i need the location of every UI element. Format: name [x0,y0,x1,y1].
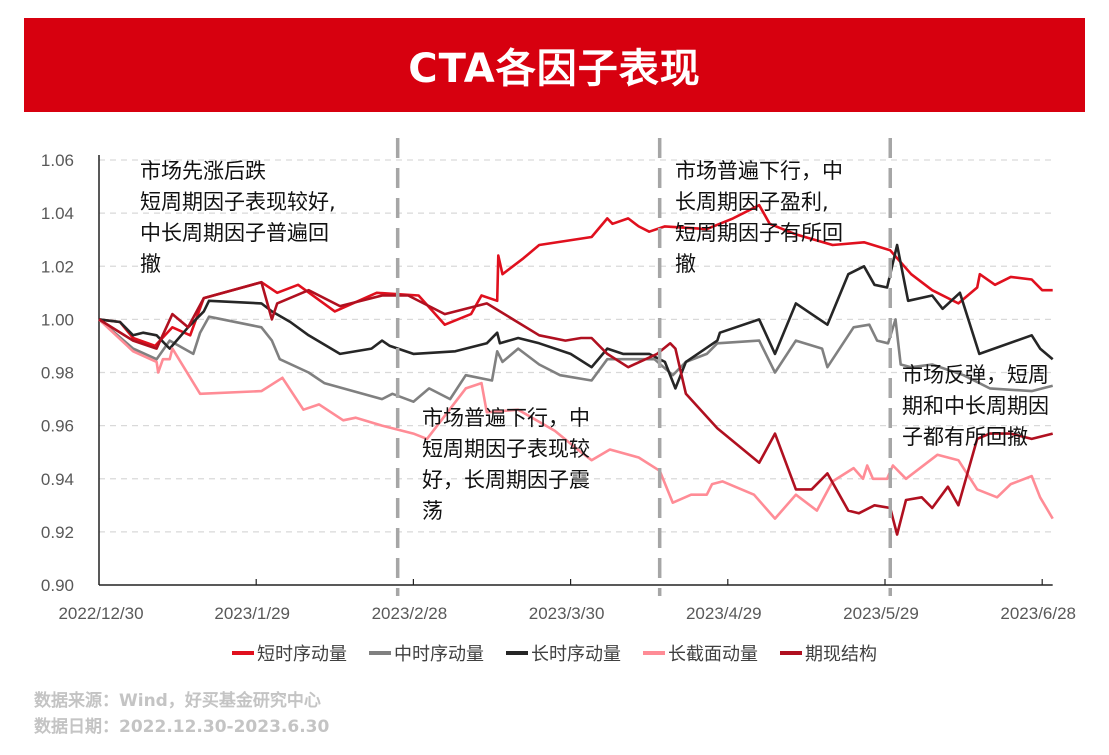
series-line-短时序动量 [98,203,1053,348]
series-line-长截面动量 [98,318,1054,520]
y-tick-label: 0.94 [41,470,74,489]
x-tick-label: 2022/12/30 [58,604,143,623]
legend-label: 中时序动量 [394,644,484,665]
legend-label: 长时序动量 [531,644,621,665]
legend-label: 期现结构 [805,644,877,665]
legend-swatch [780,651,802,655]
series-line-长时序动量 [98,243,1054,390]
x-tick-label: 2023/4/29 [686,604,762,623]
legend-label: 长截面动量 [668,644,758,665]
x-tick-label: 2023/1/29 [214,604,290,623]
annotation-period-4: 市场反弹，短周 期和中长周期因 子都有所回撤 [902,363,1049,449]
annotation-period-3: 市场普遍下行，中 长周期因子盈利, 短周期因子有所回 撤 [675,159,843,276]
y-tick-label: 1.06 [41,151,74,170]
legend-item: 中时序动量 [369,640,484,666]
y-tick-label: 1.00 [41,310,74,329]
legend-swatch [232,651,254,655]
y-tick-label: 1.02 [41,257,74,276]
legend-swatch [369,651,391,655]
y-tick-label: 0.96 [41,417,74,436]
y-tick-label: 0.90 [41,576,74,595]
x-tick-label: 2023/3/30 [529,604,605,623]
series-line-中时序动量 [98,315,1054,404]
data-source: 数据来源：Wind，好买基金研究中心 [34,691,321,711]
series-line-期现结构 [98,280,1054,536]
legend-item: 长时序动量 [506,640,621,666]
y-tick-label: 0.92 [41,523,74,542]
legend-swatch [643,651,665,655]
annotation-period-1: 市场先涨后跌 短周期因子表现较好, 中长周期因子普遍回 撤 [140,159,336,276]
x-tick-label: 2023/5/29 [843,604,919,623]
chart-title: CTA各因子表现 [408,46,701,92]
legend-label: 短时序动量 [257,644,347,665]
legend-item: 期现结构 [780,640,877,666]
x-tick-label: 2023/6/28 [1000,604,1076,623]
y-tick-label: 1.04 [41,204,74,223]
title-banner: CTA各因子表现 [24,18,1085,112]
annotation-period-2: 市场普遍下行，中 短周期因子表现较 好，长周期因子震 荡 [422,406,590,523]
data-date-range: 数据日期：2022.12.30-2023.6.30 [34,717,330,737]
x-tick-label: 2023/2/28 [372,604,448,623]
legend-swatch [506,651,528,655]
legend-item: 长截面动量 [643,640,758,666]
y-tick-label: 0.98 [41,364,74,383]
legend-item: 短时序动量 [232,640,347,666]
chart-legend: 短时序动量 中时序动量 长时序动量 长截面动量 期现结构 [0,640,1109,666]
